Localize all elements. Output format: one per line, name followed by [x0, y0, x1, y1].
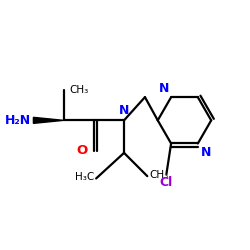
- Text: O: O: [77, 144, 88, 157]
- Text: N: N: [119, 104, 129, 117]
- Text: CH₃: CH₃: [70, 85, 89, 95]
- Text: N: N: [201, 146, 212, 159]
- Text: CH₃: CH₃: [150, 170, 169, 180]
- Text: H₃C: H₃C: [74, 172, 94, 182]
- Polygon shape: [34, 117, 64, 123]
- Text: Cl: Cl: [160, 176, 173, 189]
- Text: H₂N: H₂N: [5, 114, 31, 127]
- Text: N: N: [158, 82, 169, 95]
